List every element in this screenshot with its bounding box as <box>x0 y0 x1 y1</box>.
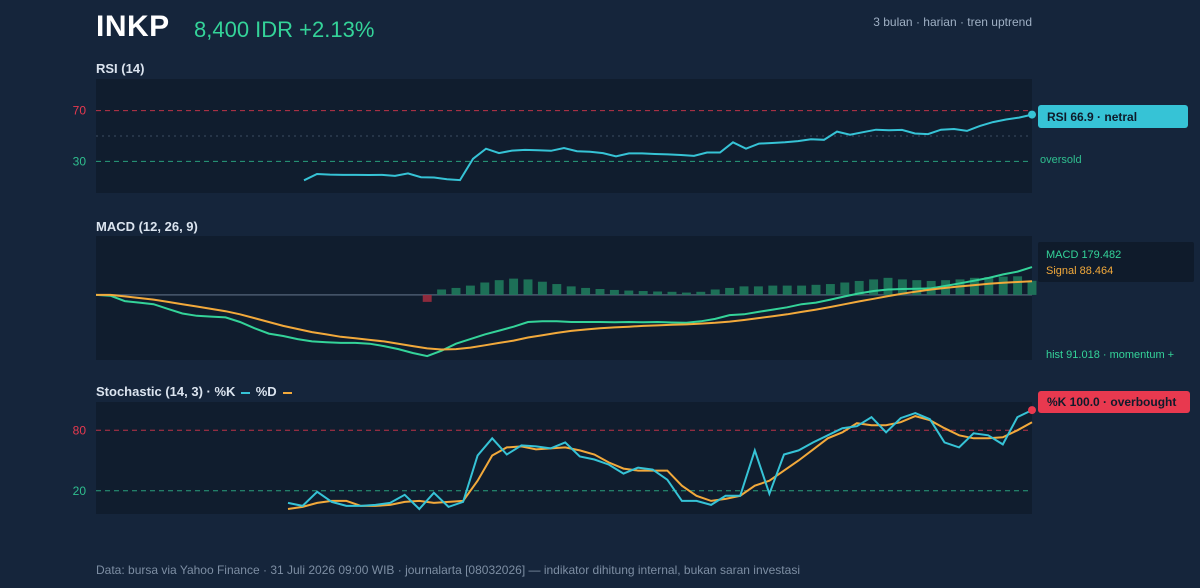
macd-hist-bar <box>465 285 475 295</box>
macd-hist-bar <box>739 286 749 295</box>
macd-hist-bar <box>523 279 533 295</box>
rsi-last-point <box>1028 110 1036 119</box>
macd-panel-bg <box>96 236 1032 360</box>
macd-hist-bar <box>595 289 605 295</box>
stoch-last-point <box>1028 406 1036 415</box>
macd-hist-bar <box>609 289 619 295</box>
ticker-symbol: INKP <box>96 10 170 43</box>
macd-hist-bar <box>537 281 547 295</box>
macd-hist-bar <box>1013 276 1023 295</box>
macd-line <box>95 266 1033 358</box>
signal-line <box>96 280 1033 351</box>
macd-hist-bar <box>653 291 663 295</box>
macd-hist-bar <box>422 294 432 302</box>
price-change: 8,400 IDR +2.13% <box>194 17 375 42</box>
rsi-line <box>303 113 1033 182</box>
macd-hist-bar <box>509 278 519 295</box>
rsi-value-tag-text: RSI 66.9 · netral <box>1047 110 1137 124</box>
rsi-side-label: oversold <box>1040 154 1082 166</box>
macd-hist-bar <box>984 277 994 295</box>
macd-hist-bar <box>725 287 735 295</box>
footer-note: Data: bursa via Yahoo Finance · 31 Juli … <box>96 563 800 577</box>
macd-hist-bar <box>624 290 634 295</box>
stoch-panel-title: Stochastic (14, 3) · %K %D <box>96 384 293 399</box>
rsi-level-label-70: 70 <box>73 104 87 118</box>
macd-hist-bar <box>825 284 835 295</box>
macd-hist-bar <box>811 284 821 295</box>
macd-hist-bar <box>480 282 490 295</box>
stoch-value-tag-text: %K 100.0 · overbought <box>1047 395 1176 409</box>
stoch-value-tag <box>1038 391 1190 413</box>
macd-legend-signal: Signal 88.464 <box>1046 265 1113 277</box>
macd-hist-bar <box>494 280 504 295</box>
macd-legend-macd: MACD 179.482 <box>1046 249 1121 261</box>
macd-hist-bar <box>797 285 807 295</box>
macd-hist-bar <box>768 285 778 295</box>
stoch-k-legend-swatch <box>241 391 251 394</box>
macd-hist-label: hist 91.018 · momentum + <box>1046 349 1174 361</box>
chart-meta: 3 bulan · harian · tren uptrend <box>873 15 1032 29</box>
macd-panel-title: MACD (12, 26, 9) <box>96 219 198 234</box>
macd-hist-bar <box>782 285 792 295</box>
macd-hist-bar <box>710 289 720 295</box>
macd-hist-bar <box>912 280 922 295</box>
stoch-d-legend-swatch <box>283 391 293 394</box>
rsi-value-tag <box>1038 105 1188 128</box>
macd-hist-bar <box>667 291 677 295</box>
macd-hist-bar <box>696 291 706 295</box>
stoch-panel-bg <box>96 402 1032 514</box>
macd-hist-bar <box>897 279 907 295</box>
macd-hist-bar <box>854 280 864 295</box>
macd-hist-bar <box>869 279 879 295</box>
stoch-level-label-80: 80 <box>73 423 87 437</box>
macd-hist-bar <box>566 286 576 295</box>
stoch-level-label-20: 20 <box>73 484 87 498</box>
macd-hist-bar <box>437 289 447 295</box>
macd-hist-bar <box>1027 280 1037 295</box>
macd-hist-bar <box>581 287 591 295</box>
macd-hist-bar <box>753 286 763 295</box>
stoch-k-line <box>287 409 1033 511</box>
rsi-panel-title: RSI (14) <box>96 61 145 76</box>
rsi-level-label-30: 30 <box>73 154 87 168</box>
macd-hist-bar <box>883 277 893 295</box>
macd-hist-bar <box>681 292 691 295</box>
macd-legend-box <box>1038 242 1194 282</box>
macd-hist-bar <box>638 291 648 295</box>
macd-hist-bar <box>451 287 461 295</box>
macd-hist-bar <box>840 282 850 295</box>
stoch-d-legend-label: %D <box>255 384 277 399</box>
macd-hist-bar <box>969 277 979 295</box>
stoch-title-text: Stochastic (14, 3) · %K <box>96 384 236 399</box>
macd-hist-bar <box>552 284 562 295</box>
macd-hist-bar <box>998 276 1008 295</box>
